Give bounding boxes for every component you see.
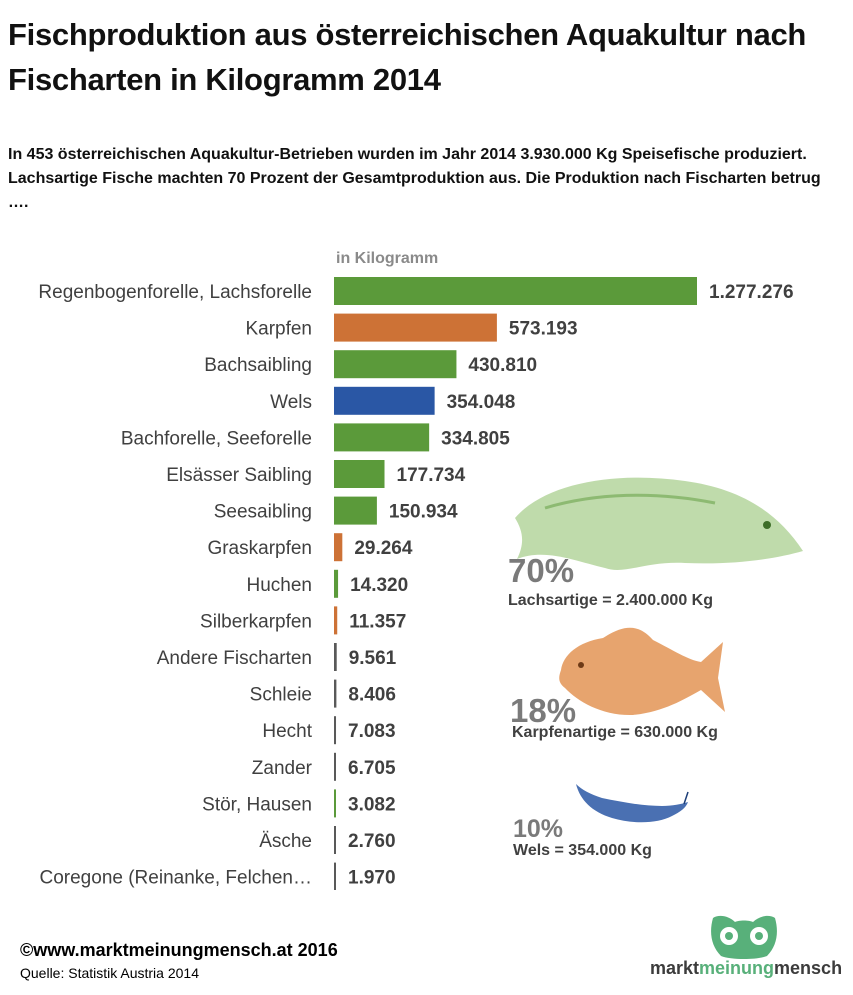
logo-part-3: mensch [774,958,843,978]
value-label: 7.083 [348,721,396,742]
value-label: 6.705 [348,758,396,779]
category-label: Stör, Hausen [202,794,312,815]
lachs-percent: 70% [508,552,575,589]
owl-logo-icon [711,915,777,959]
category-label: Huchen [247,575,313,596]
bar [334,350,457,379]
category-label: Schleie [250,685,312,706]
category-label: Regenbogenforelle, Lachsforelle [38,282,312,303]
bar [334,679,337,708]
value-label: 573.193 [509,319,578,340]
value-label: 14.320 [350,575,408,596]
bar [334,277,697,305]
bar [334,386,435,415]
value-label: 3.082 [348,794,396,815]
logo-part-1: markt [650,958,700,978]
value-label: 8.406 [348,685,396,706]
bar [334,826,336,854]
value-label: 177.734 [397,465,466,486]
bar [334,460,385,488]
value-label: 11.357 [349,611,406,632]
value-label: 29.264 [354,538,413,559]
lachs-label: Lachsartige = 2.400.000 Kg [508,592,713,609]
bar [334,313,497,342]
category-label: Hecht [262,721,312,742]
category-label: Bachsaibling [204,355,312,376]
bar [334,496,377,525]
bar [334,789,336,818]
bar [334,423,430,452]
bar [334,716,337,745]
bar-chart: Regenbogenforelle, Lachsforelle 1.277.276… [38,277,794,890]
value-label: 354.048 [447,392,516,413]
unit-label: in Kilogramm [336,250,439,267]
category-label: Silberkarpfen [200,611,312,632]
bar [334,533,343,562]
value-label: 9.561 [349,648,397,669]
bar [334,569,339,598]
logo-part-2: meinung [699,958,775,978]
value-label: 430.810 [468,355,537,376]
bar [334,862,336,890]
value-label: 2.760 [348,831,396,852]
value-label: 1.970 [348,868,396,889]
chart-subtitle: In 453 österreichischen Aquakultur-Betri… [8,146,821,211]
value-label: 1.277.276 [709,282,794,303]
category-label: Elsässer Saibling [166,465,312,486]
value-label: 150.934 [389,502,458,523]
bar [334,606,338,635]
category-label: Bachforelle, Seeforelle [121,428,312,449]
carp-icon [559,627,725,716]
category-label: Karpfen [245,319,312,340]
value-label: 334.805 [441,428,510,449]
logo-wordmark: marktmeinungmensch [650,958,842,979]
trout-icon [515,477,803,570]
category-label: Coregone (Reinanke, Felchen… [40,868,313,889]
bar [334,643,337,671]
karpfen-percent: 18% [510,692,577,729]
bar [334,752,336,781]
category-label: Wels [270,392,312,413]
karpfen-label: Karpfenartige = 630.000 Kg [512,724,718,741]
wels-label: Wels = 354.000 Kg [513,842,652,859]
category-label: Graskarpfen [207,538,312,559]
copyright-text: ©www.marktmeinungmensch.at 2016 [20,940,338,960]
category-label: Äsche [259,831,312,852]
chart-title: Fischproduktion aus österreichischen Aqu… [8,17,807,97]
category-label: Seesaibling [214,502,312,523]
source-text: Quelle: Statistik Austria 2014 [20,965,199,981]
catfish-icon [576,784,689,823]
category-label: Andere Fischarten [157,648,312,669]
wels-percent: 10% [513,815,564,843]
category-label: Zander [252,758,313,779]
